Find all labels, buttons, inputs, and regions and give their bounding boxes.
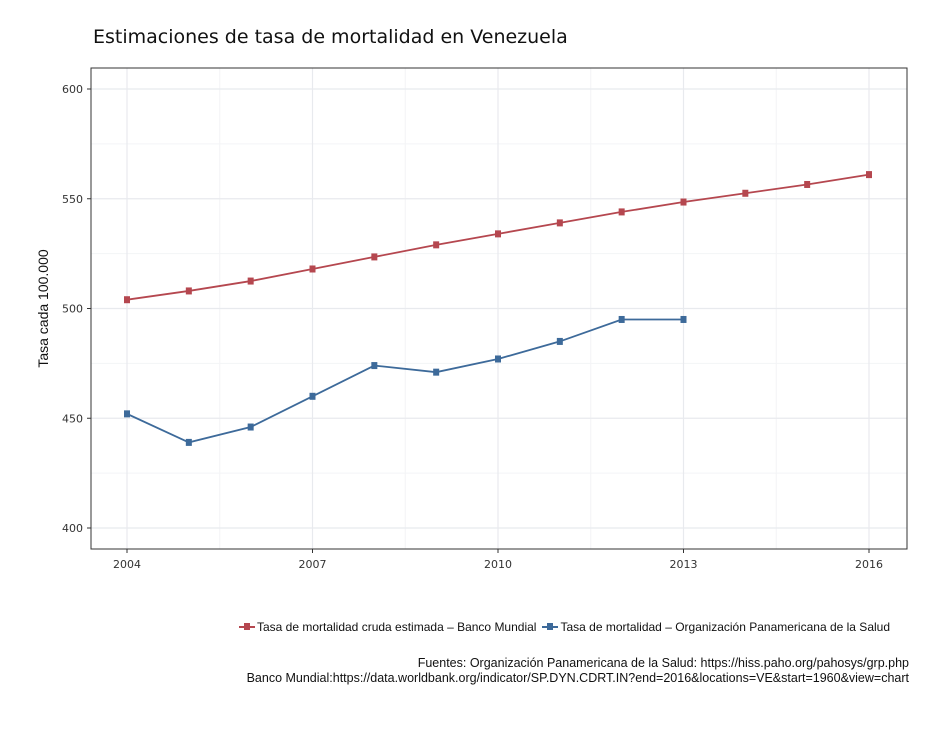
data-point-1 <box>309 392 316 400</box>
y-axis-label: Tasa cada 100.000 <box>35 249 51 368</box>
data-point-1 <box>556 337 563 345</box>
data-point-1 <box>618 315 625 323</box>
legend-label: Tasa de mortalidad cruda estimada – Banc… <box>256 620 537 634</box>
y-tick-label: 400 <box>62 522 83 535</box>
legend-item-ops: Tasa de mortalidad – Organización Paname… <box>542 620 890 634</box>
data-point-0 <box>247 277 254 285</box>
data-point-0 <box>680 198 687 206</box>
series-line-1 <box>126 318 684 444</box>
data-point-1 <box>433 368 440 376</box>
data-point-1 <box>371 362 378 370</box>
y-tick-label: 500 <box>62 303 83 316</box>
y-tick-label: 600 <box>62 83 83 96</box>
legend-label: Tasa de mortalidad – Organización Paname… <box>560 620 890 634</box>
sources-note: Fuentes: Organización Panamericana de la… <box>247 656 909 686</box>
y-tick-label: 550 <box>62 193 83 206</box>
source-line-1: Fuentes: Organización Panamericana de la… <box>417 656 909 670</box>
data-point-0 <box>618 208 625 216</box>
x-tick-label: 2016 <box>855 558 883 571</box>
legend-swatch-red <box>238 623 255 630</box>
data-point-1 <box>247 423 254 431</box>
x-tick-label: 2004 <box>113 558 141 571</box>
plot-border <box>90 67 908 550</box>
source-line-2: Banco Mundial:https://data.worldbank.org… <box>246 671 909 685</box>
data-point-1 <box>124 410 130 418</box>
data-point-0 <box>185 287 192 295</box>
legend: Tasa de mortalidad cruda estimada – Banc… <box>238 620 890 634</box>
data-point-0 <box>495 230 501 238</box>
data-point-1 <box>680 315 687 323</box>
data-point-1 <box>495 355 501 363</box>
data-point-0 <box>556 219 563 227</box>
data-point-0 <box>804 180 811 188</box>
x-tick-label: 2007 <box>299 558 327 571</box>
legend-item-banco-mundial: Tasa de mortalidad cruda estimada – Banc… <box>238 620 537 634</box>
data-point-0 <box>309 265 316 273</box>
line-chart: 400 450 500 550 600 2004 2007 2010 2013 2016 Tasa … <box>35 67 908 571</box>
data-point-0 <box>866 171 872 179</box>
data-point-0 <box>742 189 749 197</box>
data-point-1 <box>185 438 192 446</box>
y-tick-label: 450 <box>62 412 83 425</box>
chart-title: Estimaciones de tasa de mortalidad en Ve… <box>93 26 568 48</box>
x-tick-label: 2013 <box>670 558 698 571</box>
x-tick-label: 2010 <box>484 558 512 571</box>
data-point-0 <box>433 241 440 249</box>
data-point-0 <box>124 296 130 304</box>
data-point-0 <box>371 253 378 261</box>
legend-swatch-blue <box>542 623 559 630</box>
